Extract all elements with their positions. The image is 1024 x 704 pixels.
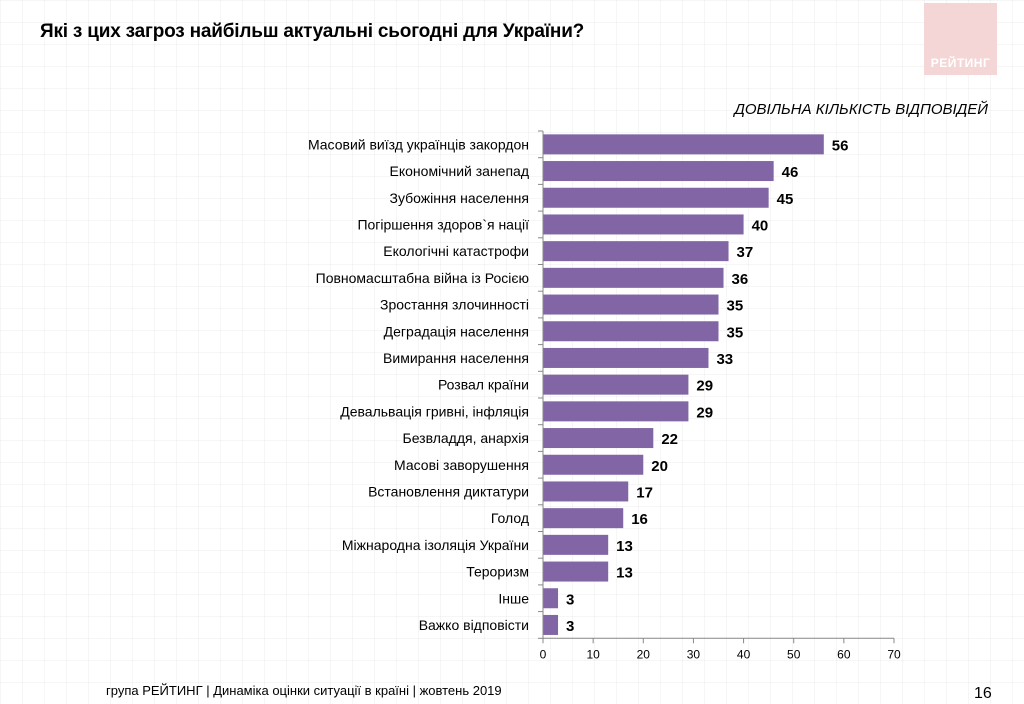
value-label: 56 xyxy=(832,137,849,154)
x-tick-label: 50 xyxy=(787,647,801,661)
footer-text: група РЕЙТИНГ | Динаміка оцінки ситуації… xyxy=(106,683,502,698)
bar xyxy=(543,508,624,529)
x-tick-label: 30 xyxy=(687,647,701,661)
value-label: 20 xyxy=(651,458,668,475)
category-label: Масові заворушення xyxy=(394,457,529,473)
bar xyxy=(543,187,769,208)
chart-title: Які з цих загроз найбільш актуальні сьог… xyxy=(40,21,585,42)
x-tick-label: 10 xyxy=(586,647,600,661)
value-label: 13 xyxy=(616,538,633,555)
value-label: 17 xyxy=(636,484,653,501)
x-tick-label: 70 xyxy=(887,647,901,661)
category-label: Деградація населення xyxy=(384,323,529,339)
category-label: Повномасштабна війна із Росією xyxy=(316,270,529,286)
x-tick-label: 40 xyxy=(737,647,751,661)
bar xyxy=(543,454,644,475)
logo-text: РЕЙТИНГ xyxy=(930,56,991,70)
x-tick-label: 20 xyxy=(637,647,651,661)
value-label: 35 xyxy=(727,324,744,341)
value-label: 29 xyxy=(696,378,713,395)
rating-logo: РЕЙТИНГ xyxy=(924,3,997,75)
category-label: Розвал країни xyxy=(438,377,529,393)
value-label: 46 xyxy=(782,164,799,181)
value-label: 3 xyxy=(566,591,574,608)
value-label: 35 xyxy=(727,298,744,315)
category-label: Встановлення диктатури xyxy=(368,483,529,499)
value-label: 40 xyxy=(752,217,769,234)
bar xyxy=(543,347,709,368)
bar xyxy=(543,134,824,155)
value-label: 3 xyxy=(566,618,574,635)
bar xyxy=(543,614,559,635)
category-label: Девальвація гривні, інфляція xyxy=(340,403,529,419)
category-label: Масовий виїзд українців закордон xyxy=(308,136,529,152)
bar xyxy=(543,321,719,342)
value-label: 29 xyxy=(696,404,713,421)
bar xyxy=(543,428,654,449)
bar xyxy=(543,214,744,235)
value-label: 22 xyxy=(661,431,678,448)
bar xyxy=(543,481,629,502)
bar xyxy=(543,561,609,582)
value-label: 45 xyxy=(777,191,794,208)
x-tick-label: 60 xyxy=(837,647,851,661)
bar xyxy=(543,374,689,395)
category-label: Важко відповісти xyxy=(419,617,529,633)
category-label: Голод xyxy=(491,510,529,526)
chart-subtitle: ДОВІЛЬНА КІЛЬКІСТЬ ВІДПОВІДЕЙ xyxy=(734,101,988,118)
category-label: Вимирання населення xyxy=(383,350,529,366)
bar xyxy=(543,588,559,609)
category-label: Економічний занепад xyxy=(390,163,529,179)
page-number: 16 xyxy=(974,685,992,702)
category-label: Міжнародна ізоляція України xyxy=(342,537,529,553)
x-tick-label: 0 xyxy=(540,647,547,661)
bar xyxy=(543,534,609,555)
category-label: Безвладдя, анархія xyxy=(403,430,529,446)
bar xyxy=(543,401,689,422)
category-label: Зростання злочинності xyxy=(380,297,529,313)
value-label: 33 xyxy=(716,351,733,368)
category-label: Зубожіння населення xyxy=(389,190,529,206)
bar xyxy=(543,267,724,288)
value-label: 16 xyxy=(631,511,648,528)
value-label: 36 xyxy=(732,271,749,288)
category-label: Тероризм xyxy=(466,564,529,580)
value-label: 13 xyxy=(616,565,633,582)
bar xyxy=(543,241,729,262)
category-label: Погіршення здоров`я нації xyxy=(357,216,529,232)
category-label: Інше xyxy=(498,590,529,606)
bar xyxy=(543,294,719,315)
value-label: 37 xyxy=(737,244,754,261)
category-label: Екологічні катастрофи xyxy=(383,243,529,259)
bar xyxy=(543,161,774,182)
